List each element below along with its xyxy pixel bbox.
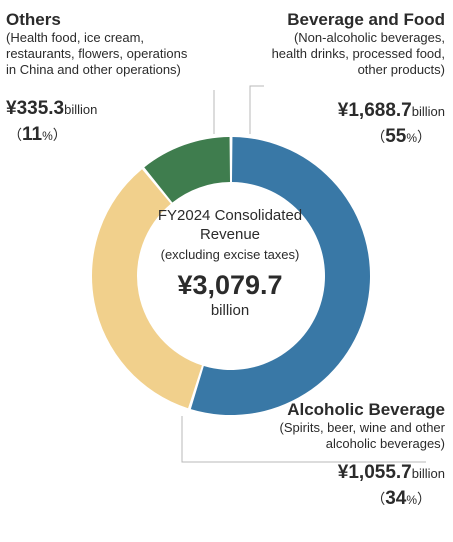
others-percent: （11%） (8, 124, 67, 145)
alcoholic-name: Alcoholic Beverage (287, 400, 445, 419)
alcoholic-desc-line-1: (Spirits, beer, wine and other (279, 420, 445, 435)
alcoholic-amount: ¥1,055.7billion (185, 462, 445, 484)
beverage-percent-sign: % (406, 131, 417, 145)
leader-alcoholic (181, 416, 426, 463)
others-percent-sign: % (42, 129, 53, 143)
beverage-percent-value: 55 (385, 126, 407, 147)
alcoholic-percent-sign: % (406, 493, 417, 507)
label-alcoholic-beverage: Alcoholic Beverage (Spirits, beer, wine … (185, 400, 445, 510)
chart-title: FY2024 Consolidated Revenue (157, 207, 303, 243)
alcoholic-amount-unit: billion (411, 466, 445, 481)
others-amount: ¥335.3billion (6, 98, 236, 120)
slice-beverage-and-food (190, 137, 370, 415)
beverage-name: Beverage and Food (287, 10, 445, 29)
slice-others (144, 137, 231, 203)
others-desc-line-2: restaurants, flowers, operations (6, 46, 188, 61)
others-amount-unit: billion (64, 102, 98, 117)
chart-subtitle: (excluding excise taxes) (160, 247, 300, 262)
leader-beverage (249, 85, 264, 134)
others-amount-value: ¥335.3 (6, 98, 65, 119)
beverage-amount: ¥1,688.7billion (215, 100, 445, 122)
alcoholic-percent: （34%） (371, 488, 431, 509)
label-others: Others (Health food, ice cream, restaura… (6, 10, 236, 146)
chart-total: ¥3,079.7 (177, 270, 283, 300)
beverage-amount-unit: billion (411, 104, 445, 119)
beverage-desc-line-2: health drinks, processed food, (271, 46, 445, 61)
alcoholic-desc-line-2: alcoholic beverages) (325, 436, 445, 451)
beverage-desc-line-1: (Non-alcoholic beverages, (293, 30, 445, 45)
donut-slices (92, 137, 370, 415)
others-desc-line-3: in China and other operations) (6, 62, 181, 77)
beverage-amount-value: ¥1,688.7 (337, 100, 412, 121)
chart-total-unit: billion (210, 302, 250, 319)
alcoholic-percent-value: 34 (385, 488, 407, 509)
label-beverage-and-food: Beverage and Food (Non-alcoholic beverag… (215, 10, 445, 148)
others-percent-value: 11 (22, 124, 43, 145)
leader-lines (181, 85, 426, 463)
alcoholic-amount-value: ¥1,055.7 (337, 462, 412, 483)
slice-alcoholic-beverage (92, 169, 202, 409)
others-name: Others (6, 10, 61, 29)
donut-center: FY2024 Consolidated Revenue (excluding e… (140, 206, 320, 320)
beverage-percent: （55%） (371, 126, 431, 147)
others-desc-line-1: (Health food, ice cream, (6, 30, 145, 45)
beverage-desc-line-3: other products) (357, 62, 445, 77)
